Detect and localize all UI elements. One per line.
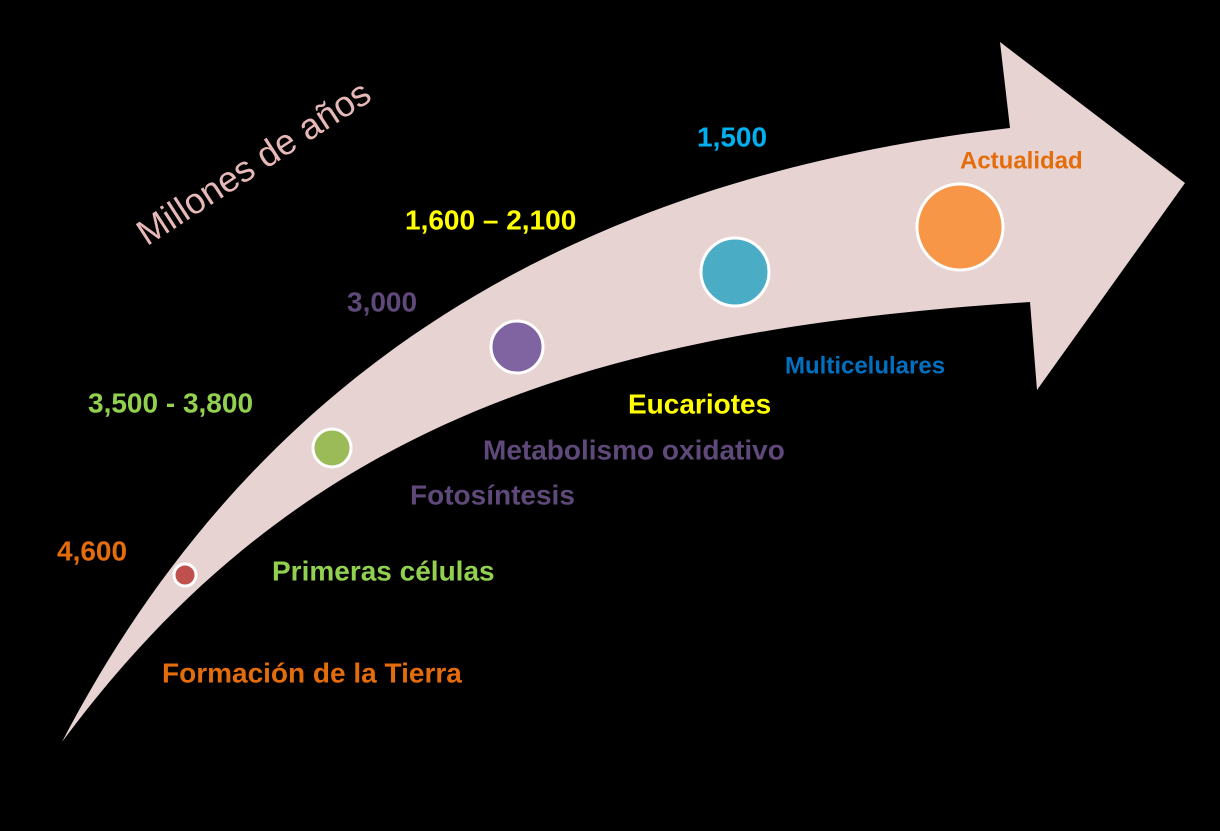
date-label: 3,000 (347, 286, 417, 317)
event-label: Actualidad (960, 147, 1083, 174)
event-label: Fotosíntesis (410, 479, 575, 510)
event-label: Primeras células (272, 555, 495, 586)
event-label: Eucariotes (628, 388, 771, 419)
timeline-arrow (62, 42, 1185, 742)
date-label: 4,600 (57, 535, 127, 566)
event-label: Multicelulares (785, 352, 945, 379)
event-label: Metabolismo oxidativo (483, 434, 785, 465)
date-label: 1,500 (697, 121, 767, 152)
event-label: Formación de la Tierra (162, 657, 462, 688)
node-marker (489, 319, 545, 375)
node-marker (172, 562, 198, 588)
node-marker (915, 182, 1005, 272)
date-label: 3,500 - 3,800 (88, 387, 253, 418)
node-marker (699, 236, 771, 308)
date-label: 1,600 – 2,100 (405, 204, 576, 235)
node-marker (311, 427, 353, 469)
